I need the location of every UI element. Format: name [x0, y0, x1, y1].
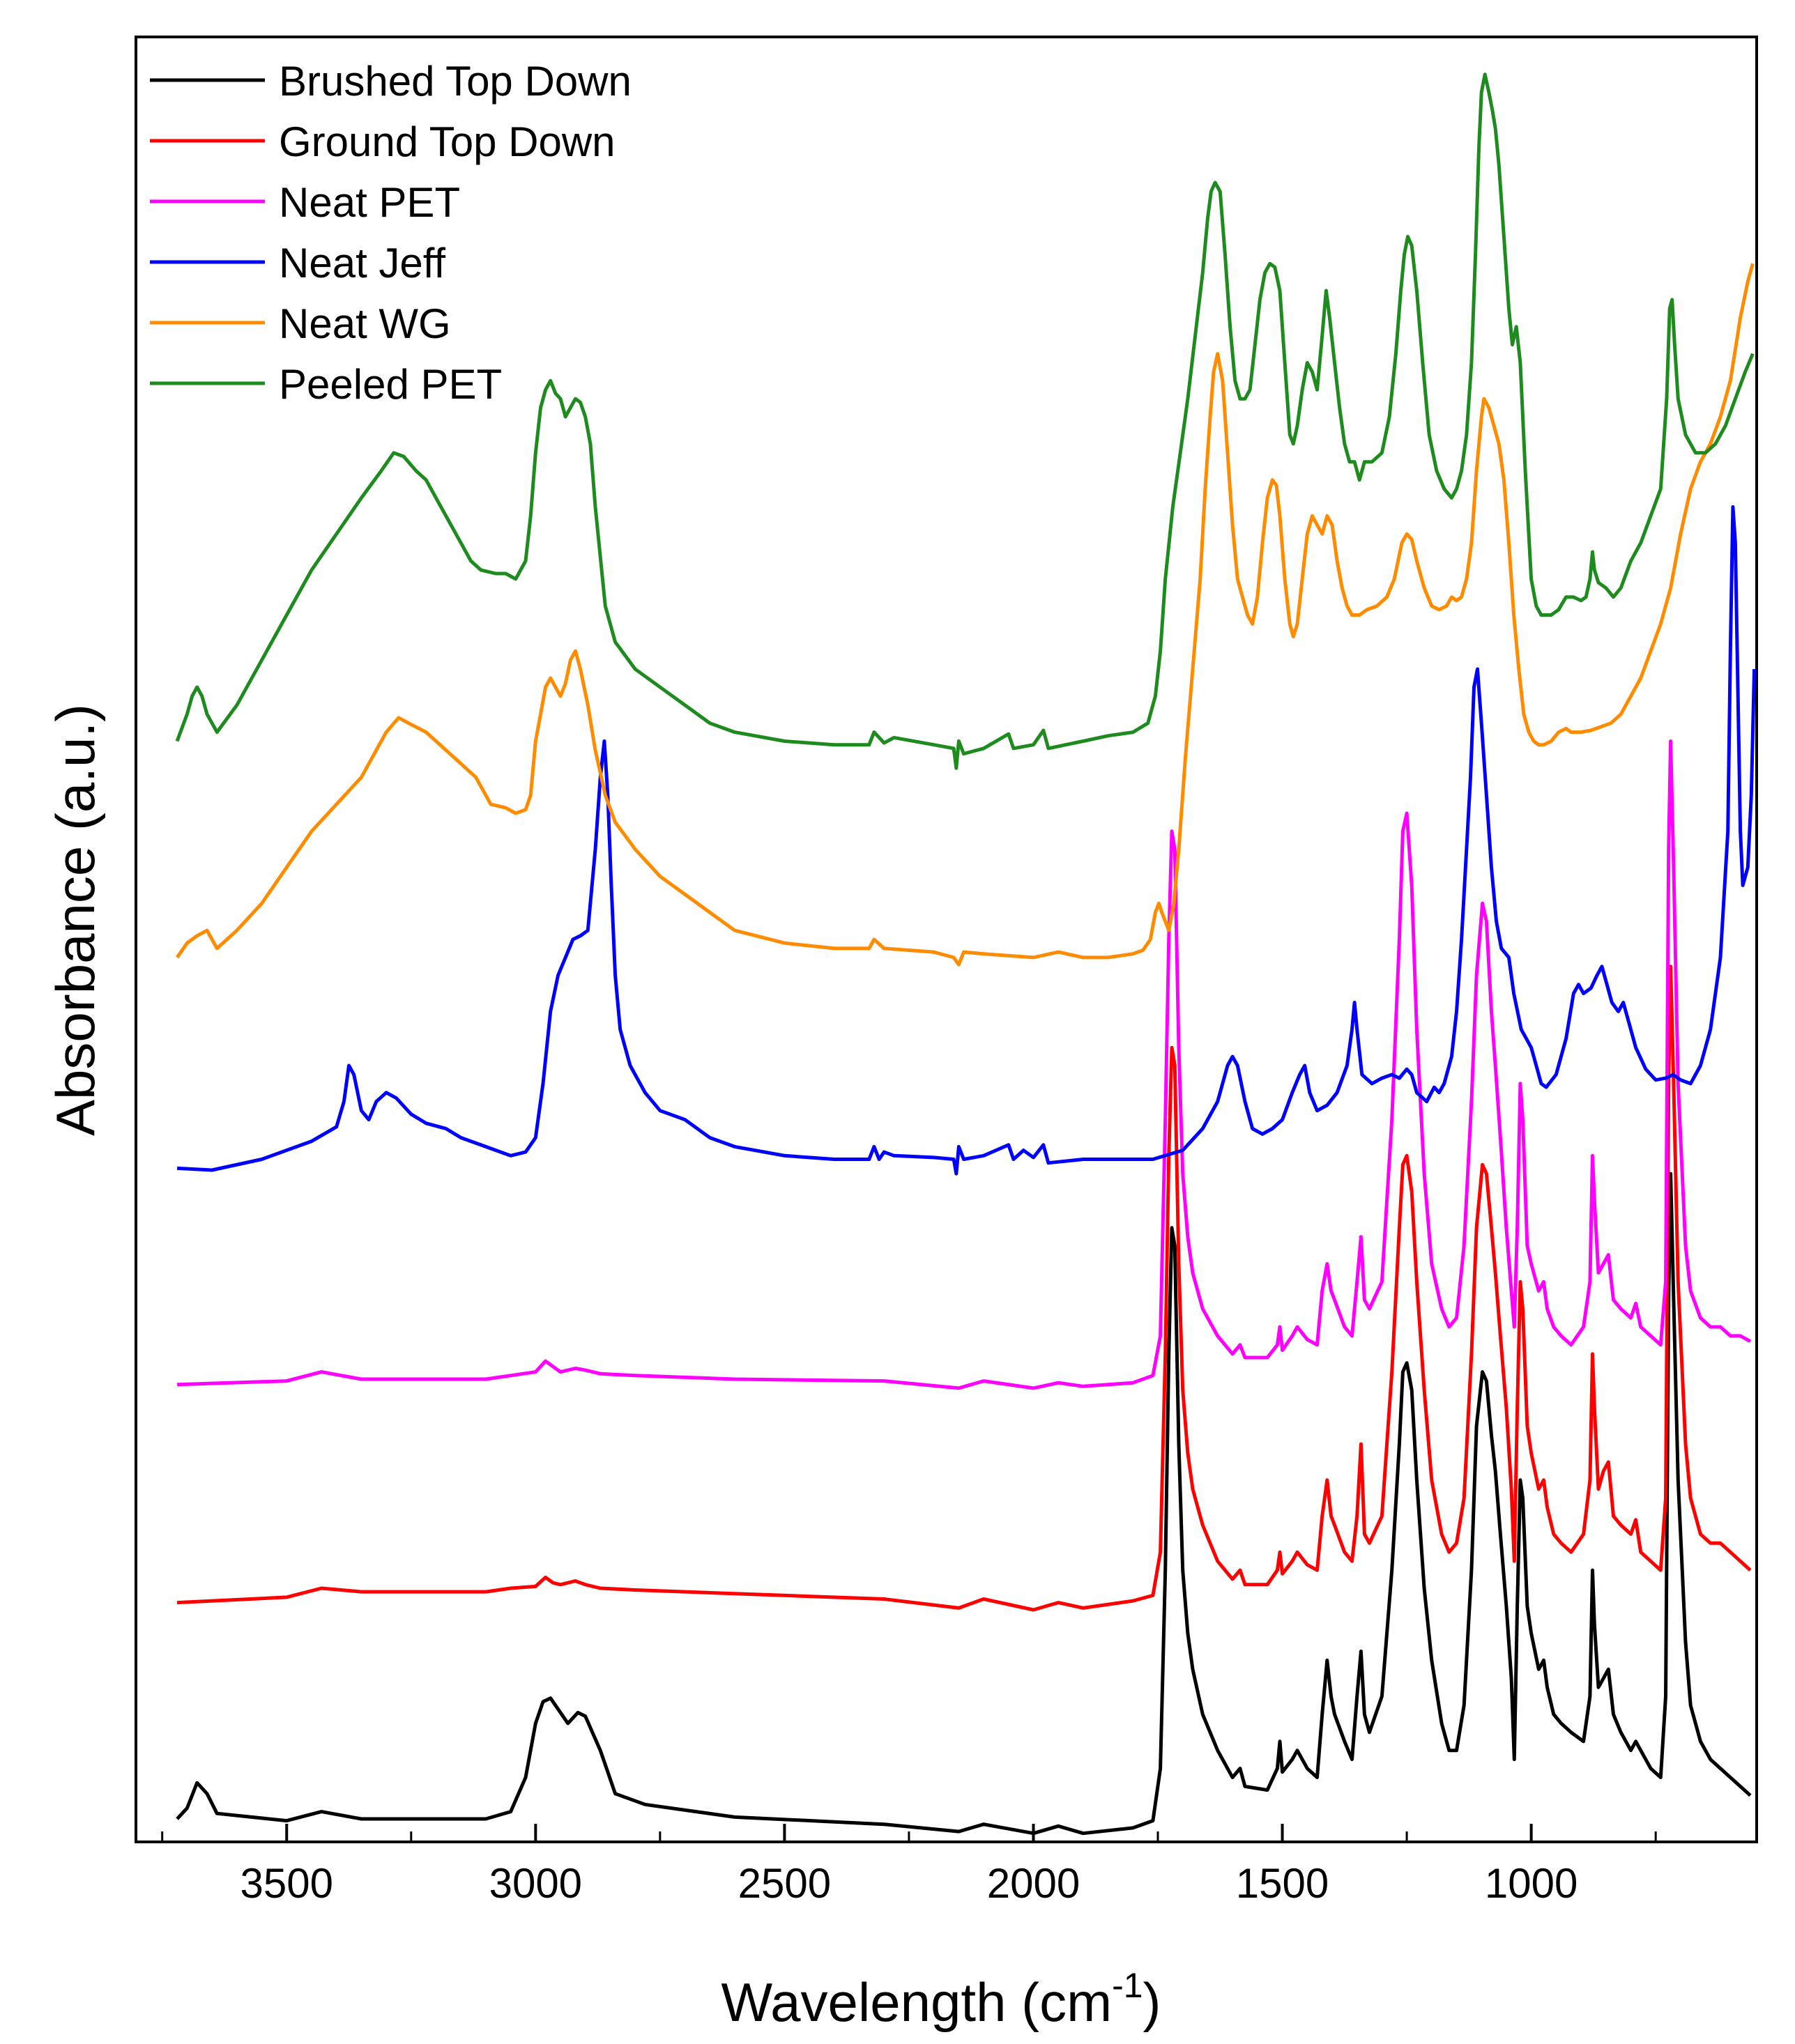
- x-tick-label: 2000: [987, 1860, 1080, 1907]
- series-line-brushed-top-down: [176, 1171, 1752, 1836]
- legend-label-neat-wg: Neat WG: [279, 300, 451, 347]
- legend: Brushed Top Down Ground Top Down Neat PET N…: [150, 58, 632, 408]
- series-line-neat-wg: [176, 263, 1755, 967]
- x-axis-title: Wavelength (cm-1): [721, 1966, 1161, 2033]
- x-tick-label: 2500: [738, 1860, 831, 1907]
- plot-frame: [135, 36, 1758, 1843]
- legend-label-brushed-top-down: Brushed Top Down: [279, 58, 632, 105]
- x-axis-ticks: 3500 3000 2500 2000 1500 1000: [161, 1824, 1657, 1907]
- x-axis-title-sup: -1: [1112, 1966, 1143, 2005]
- series-line-neat-jeff: [176, 505, 1757, 1176]
- x-axis-title-main: Wavelength (cm: [721, 1972, 1112, 2033]
- legend-label-ground-top-down: Ground Top Down: [279, 118, 616, 165]
- legend-label-peeled-pet: Peeled PET: [279, 361, 502, 408]
- x-tick-label: 3000: [489, 1860, 582, 1907]
- legend-label-neat-pet: Neat PET: [279, 179, 460, 226]
- series-group: [175, 72, 1757, 1836]
- x-tick-label: 1500: [1236, 1860, 1329, 1907]
- x-tick-label: 3500: [240, 1860, 333, 1907]
- y-axis-title: Absorbance (a.u.): [45, 704, 106, 1136]
- legend-label-neat-jeff: Neat Jeff: [279, 240, 445, 286]
- series-line-peeled-pet: [175, 72, 1755, 770]
- series-line-ground-top-down: [176, 965, 1752, 1612]
- x-axis-title-close: ): [1143, 1972, 1161, 2033]
- x-tick-label: 1000: [1485, 1860, 1578, 1907]
- series-line-neat-pet: [177, 739, 1752, 1390]
